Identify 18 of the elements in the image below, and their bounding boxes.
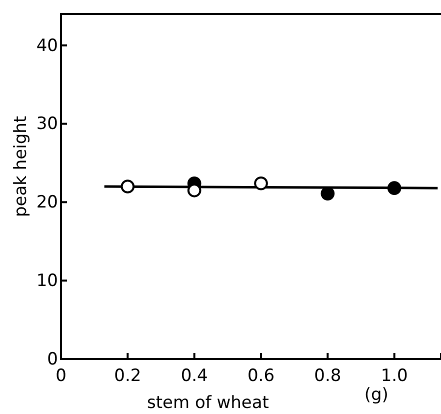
x-tick-label: 0.4: [180, 366, 208, 386]
y-tick-label: 20: [36, 192, 58, 213]
x-tick-label: 0.6: [247, 366, 275, 386]
y-tick-label: 10: [36, 271, 58, 292]
y-tick-label: 0: [47, 349, 58, 370]
point: [387, 181, 402, 195]
point: [320, 186, 335, 200]
y-tick-label: 30: [36, 114, 58, 134]
x-axis-title: stem of wheat: [147, 393, 270, 413]
x-tick-label: 0.2: [114, 366, 142, 386]
point: [120, 180, 135, 194]
text: (g): [364, 385, 388, 405]
y-tick-label: 40: [36, 36, 58, 56]
y-axis-title: peak height: [11, 116, 31, 218]
point: [187, 184, 202, 198]
point: [254, 176, 268, 190]
x-tick-label: 0.8: [314, 366, 342, 386]
x-tick-label: 1.0: [380, 366, 408, 386]
